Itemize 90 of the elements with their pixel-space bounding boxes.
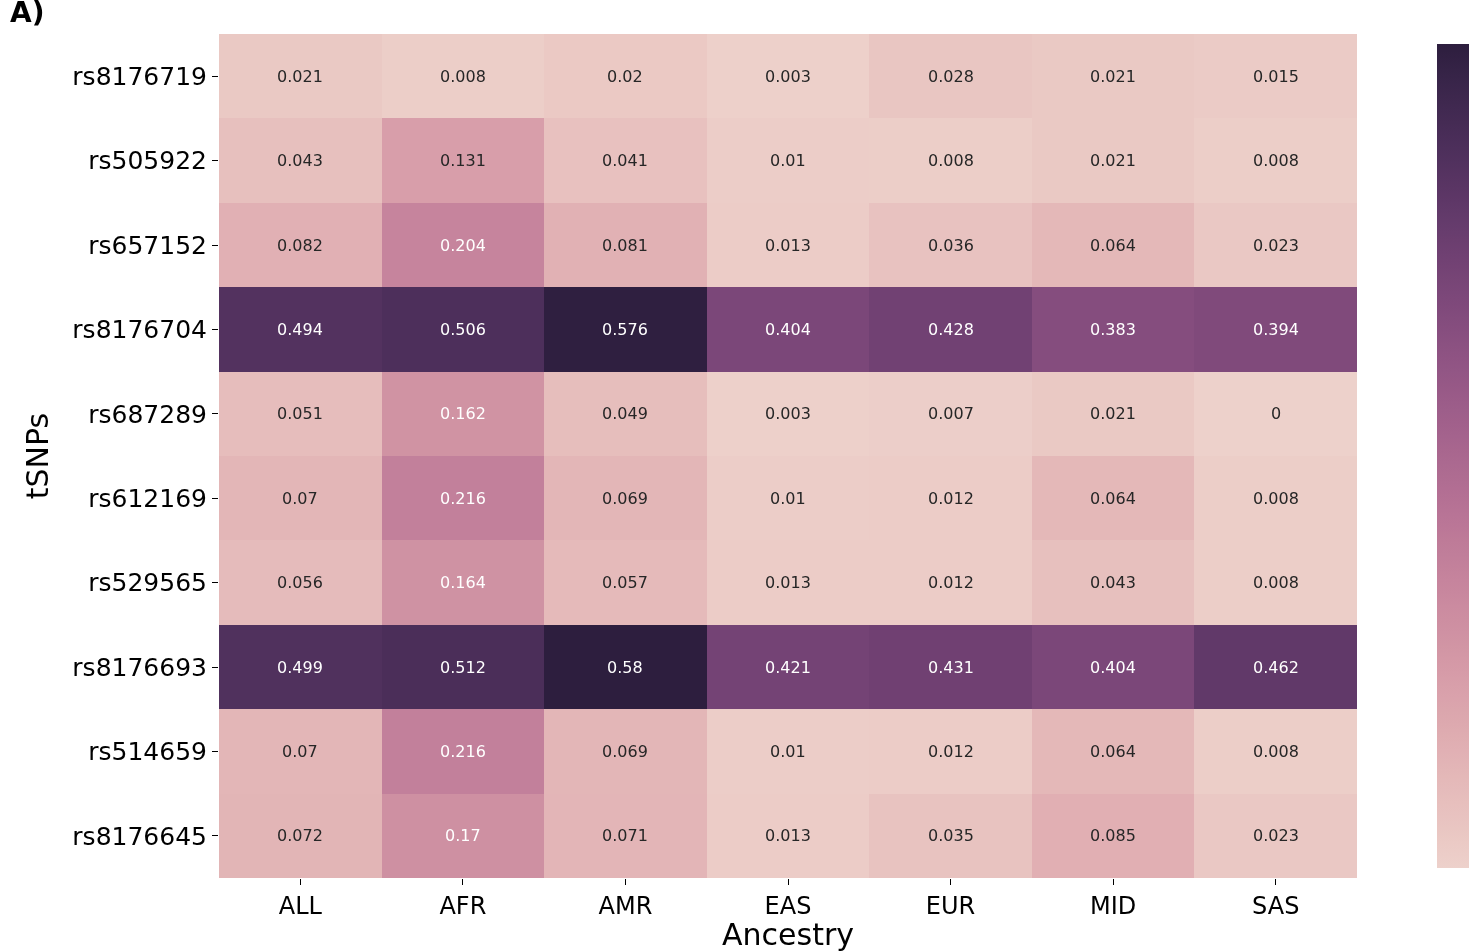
data-label: 0.164: [440, 573, 486, 592]
data-label: 0.576: [602, 320, 648, 339]
data-label: 0.506: [440, 320, 486, 339]
data-label: 0.021: [1090, 151, 1136, 170]
data-label: 0.383: [1090, 320, 1136, 339]
data-label: 0.003: [765, 67, 811, 86]
data-label: 0.428: [928, 320, 974, 339]
y-tick-label: rs657152: [88, 230, 207, 260]
data-label: 0.013: [765, 573, 811, 592]
data-label: 0.013: [765, 236, 811, 255]
data-label: 0.204: [440, 236, 486, 255]
data-label: 0.015: [1253, 67, 1299, 86]
data-label: 0.01: [770, 489, 806, 508]
data-label: 0.072: [277, 826, 323, 845]
data-label: 0.036: [928, 236, 974, 255]
data-label: 0.162: [440, 404, 486, 423]
data-label: 0.008: [1253, 573, 1299, 592]
data-label: 0.012: [928, 489, 974, 508]
data-label: 0.01: [770, 151, 806, 170]
data-label: 0.07: [282, 489, 318, 508]
data-label: 0.012: [928, 573, 974, 592]
x-tick-label: MID: [1090, 891, 1137, 920]
y-tick-label: rs687289: [88, 399, 207, 429]
y-tick-label: rs8176719: [72, 61, 207, 91]
x-tick-label: ALL: [278, 891, 323, 920]
data-label: 0.512: [440, 658, 486, 677]
data-label: 0.431: [928, 658, 974, 677]
data-label: 0.049: [602, 404, 648, 423]
data-label: 0.064: [1090, 742, 1136, 761]
data-label: 0.021: [1090, 404, 1136, 423]
y-tick-label: rs514659: [88, 737, 207, 767]
data-label: 0: [1271, 404, 1282, 423]
data-label: 0.421: [765, 658, 811, 677]
data-label: 0.028: [928, 67, 974, 86]
chart-title: A): [10, 0, 45, 29]
data-label: 0.58: [607, 658, 643, 677]
y-tick-label: rs612169: [88, 483, 207, 513]
data-label: 0.216: [440, 489, 486, 508]
x-axis-title: Ancestry: [722, 917, 854, 952]
data-label: 0.007: [928, 404, 974, 423]
data-label: 0.394: [1253, 320, 1299, 339]
data-label: 0.404: [1090, 658, 1136, 677]
data-label: 0.085: [1090, 826, 1136, 845]
data-label: 0.023: [1253, 236, 1299, 255]
data-label: 0.056: [277, 573, 323, 592]
data-label: 0.035: [928, 826, 974, 845]
data-label: 0.008: [928, 151, 974, 170]
data-label: 0.069: [602, 489, 648, 508]
y-tick-label: rs8176704: [72, 315, 207, 345]
data-label: 0.07: [282, 742, 318, 761]
data-label: 0.081: [602, 236, 648, 255]
data-label: 0.003: [765, 404, 811, 423]
data-label: 0.216: [440, 742, 486, 761]
y-tick-label: rs8176645: [72, 821, 207, 851]
x-tick-label: EAS: [764, 891, 812, 920]
x-tick-label: AFR: [439, 891, 487, 920]
y-tick-label: rs529565: [88, 568, 207, 598]
data-label: 0.064: [1090, 489, 1136, 508]
data-label: 0.008: [1253, 489, 1299, 508]
data-label: 0.02: [607, 67, 643, 86]
x-tick-label: AMR: [598, 891, 653, 920]
data-label: 0.041: [602, 151, 648, 170]
data-label: 0.043: [1090, 573, 1136, 592]
y-tick-label: rs505922: [88, 146, 207, 176]
y-tick-label: rs8176693: [72, 652, 207, 682]
data-label: 0.071: [602, 826, 648, 845]
data-label: 0.462: [1253, 658, 1299, 677]
y-axis-title: tSNPs: [20, 412, 56, 500]
data-label: 0.013: [765, 826, 811, 845]
data-label: 0.069: [602, 742, 648, 761]
data-label: 0.17: [445, 826, 481, 845]
data-label: 0.01: [770, 742, 806, 761]
data-label: 0.057: [602, 573, 648, 592]
data-label: 0.021: [277, 67, 323, 86]
data-label: 0.008: [1253, 151, 1299, 170]
data-label: 0.023: [1253, 826, 1299, 845]
data-label: 0.008: [440, 67, 486, 86]
data-label: 0.499: [277, 658, 323, 677]
x-tick-label: SAS: [1252, 891, 1300, 920]
data-label: 0.404: [765, 320, 811, 339]
data-label: 0.082: [277, 236, 323, 255]
x-tick-label: EUR: [925, 891, 976, 920]
data-label: 0.064: [1090, 236, 1136, 255]
data-label: 0.021: [1090, 67, 1136, 86]
data-label: 0.131: [440, 151, 486, 170]
data-label: 0.043: [277, 151, 323, 170]
data-label: 0.008: [1253, 742, 1299, 761]
data-label: 0.494: [277, 320, 323, 339]
data-label: 0.051: [277, 404, 323, 423]
data-label: 0.012: [928, 742, 974, 761]
